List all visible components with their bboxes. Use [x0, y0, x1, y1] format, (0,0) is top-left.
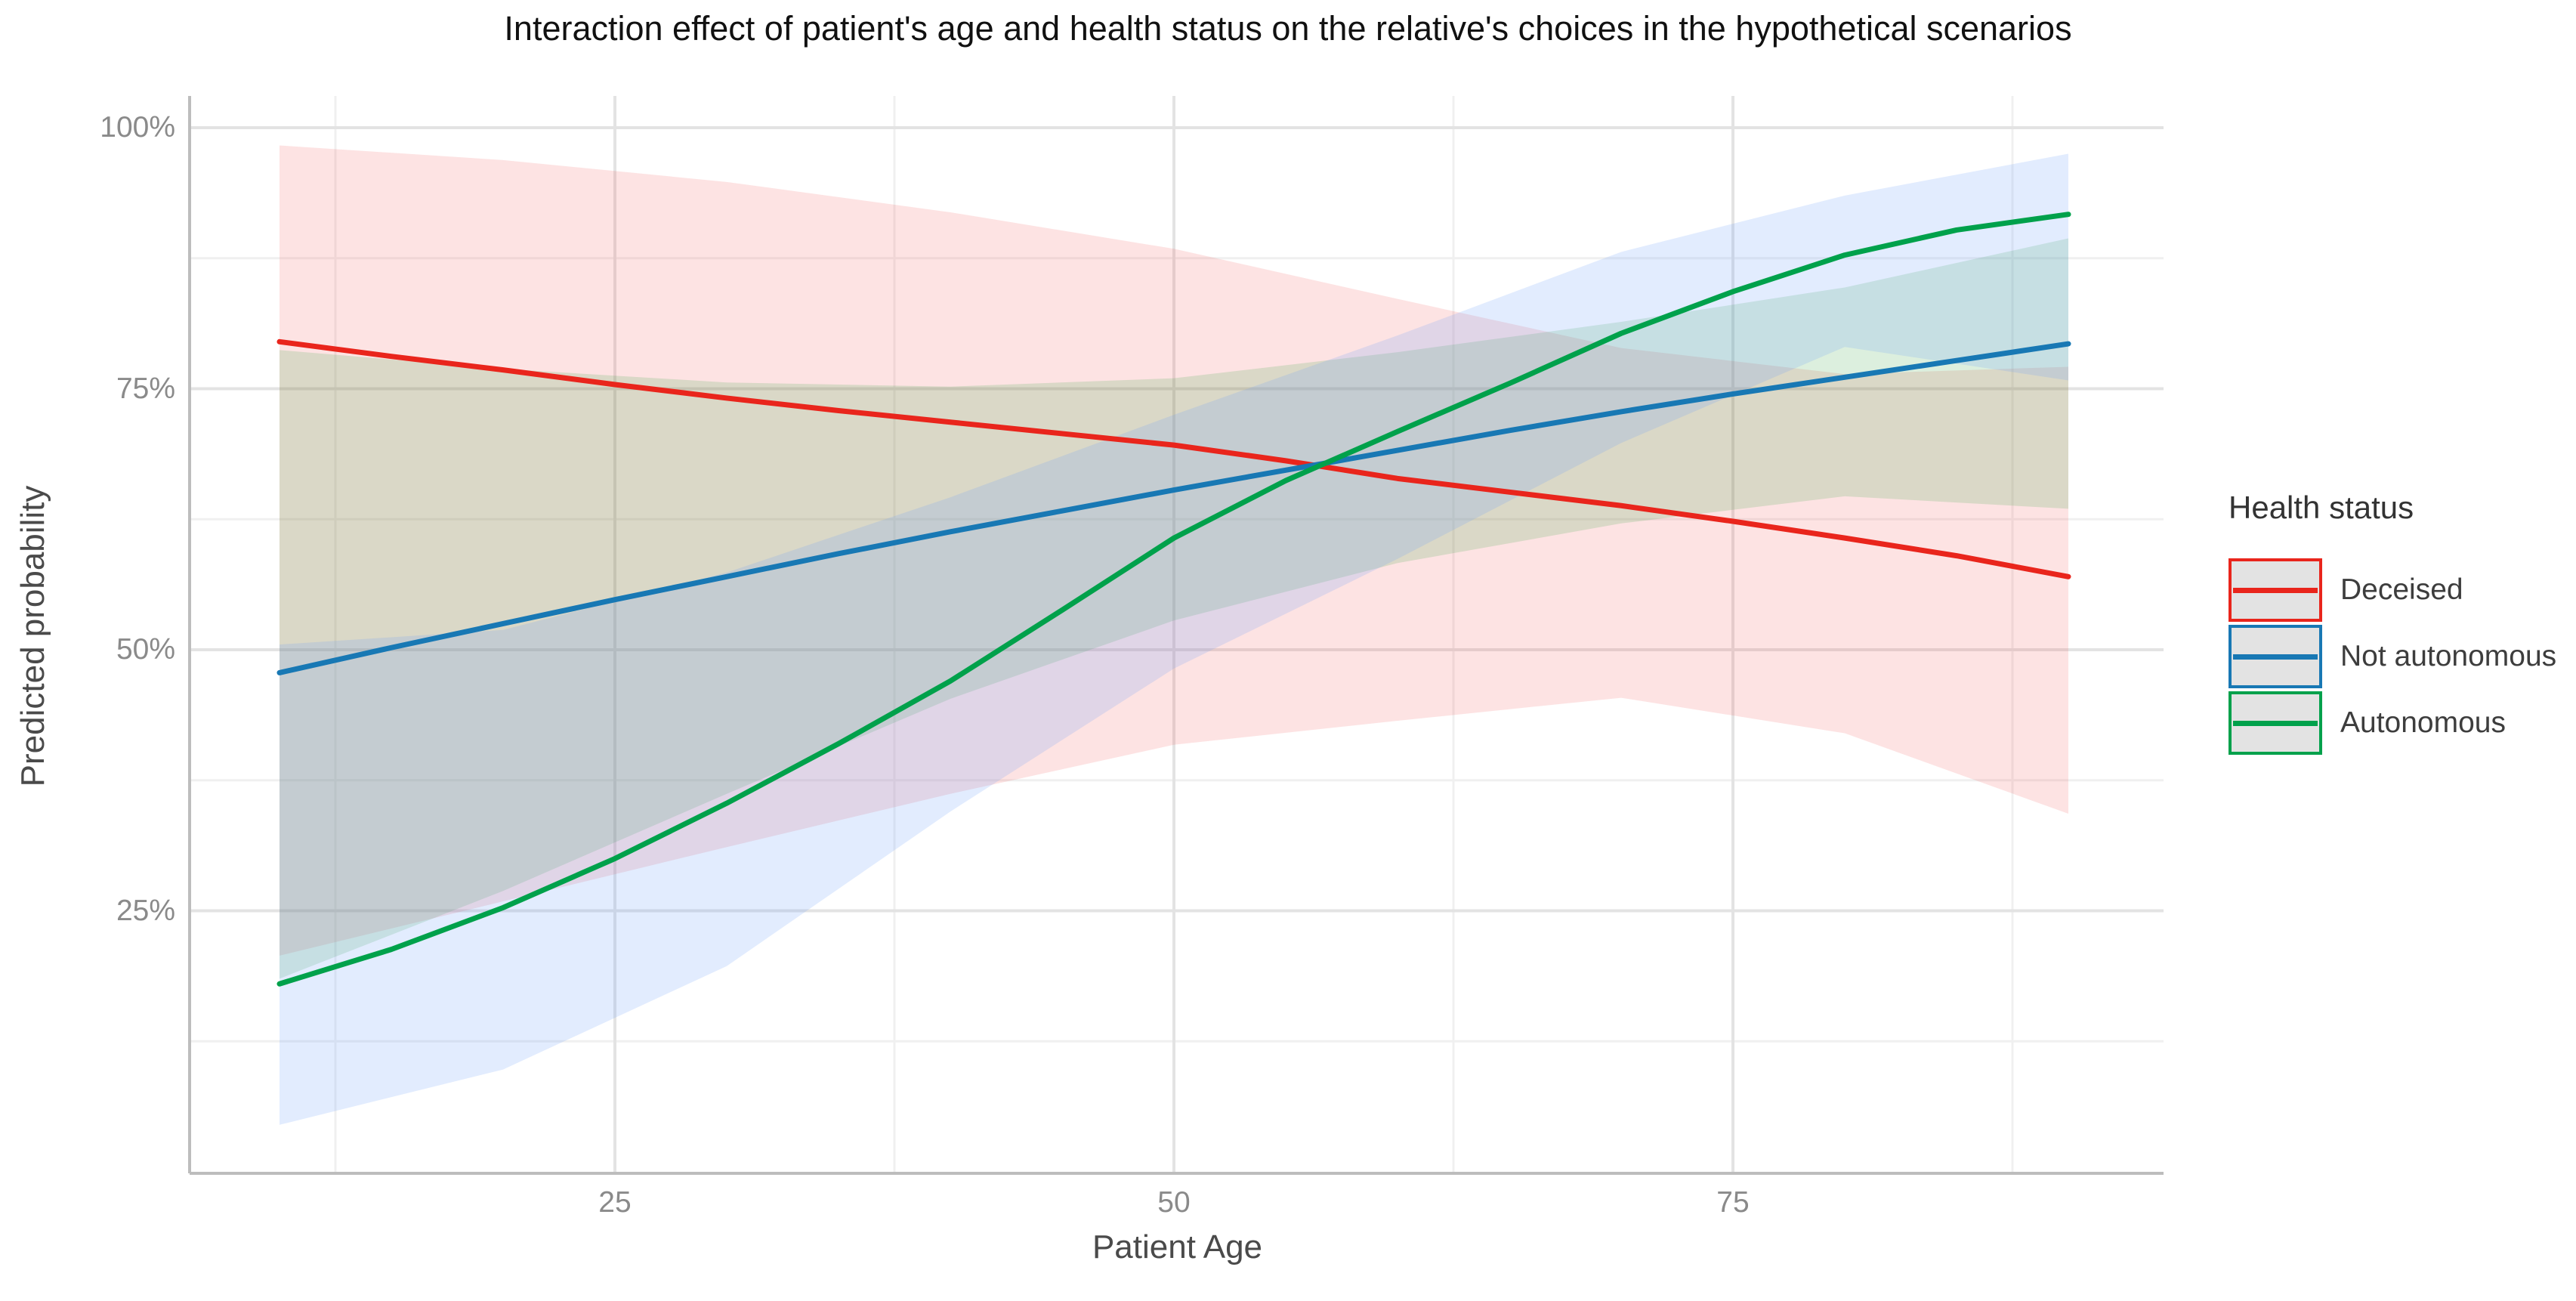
legend-key-line-icon — [2233, 654, 2318, 660]
x-axis-title: Patient Age — [1092, 1228, 1263, 1265]
legend-key-not-autonomous — [2229, 625, 2322, 688]
legend: Health status Deceised Not autonomous Au… — [2229, 490, 2576, 759]
legend-key-line-icon — [2233, 587, 2318, 593]
x-tick-label-25: 25 — [598, 1186, 632, 1219]
y-tick-label-25: 25% — [116, 894, 175, 927]
legend-row-autonomous: Autonomous — [2229, 691, 2576, 755]
legend-title: Health status — [2229, 490, 2414, 525]
legend-row-not-autonomous: Not autonomous — [2229, 625, 2576, 688]
legend-row-deceised: Deceised — [2229, 558, 2576, 622]
legend-key-autonomous — [2229, 691, 2322, 755]
x-tick-label-75: 75 — [1716, 1186, 1750, 1219]
y-tick-label-50: 50% — [116, 633, 175, 666]
legend-key-line-icon — [2233, 720, 2318, 726]
legend-key-deceised — [2229, 558, 2322, 622]
y-tick-label-75: 75% — [116, 372, 175, 405]
legend-label-autonomous: Autonomous — [2340, 706, 2506, 739]
chart-title: Interaction effect of patient's age and … — [504, 9, 2072, 48]
legend-label-deceised: Deceised — [2340, 573, 2463, 606]
legend-label-not-autonomous: Not autonomous — [2340, 640, 2557, 672]
y-tick-label-100: 100% — [100, 111, 175, 144]
x-tick-label-50: 50 — [1157, 1186, 1191, 1219]
